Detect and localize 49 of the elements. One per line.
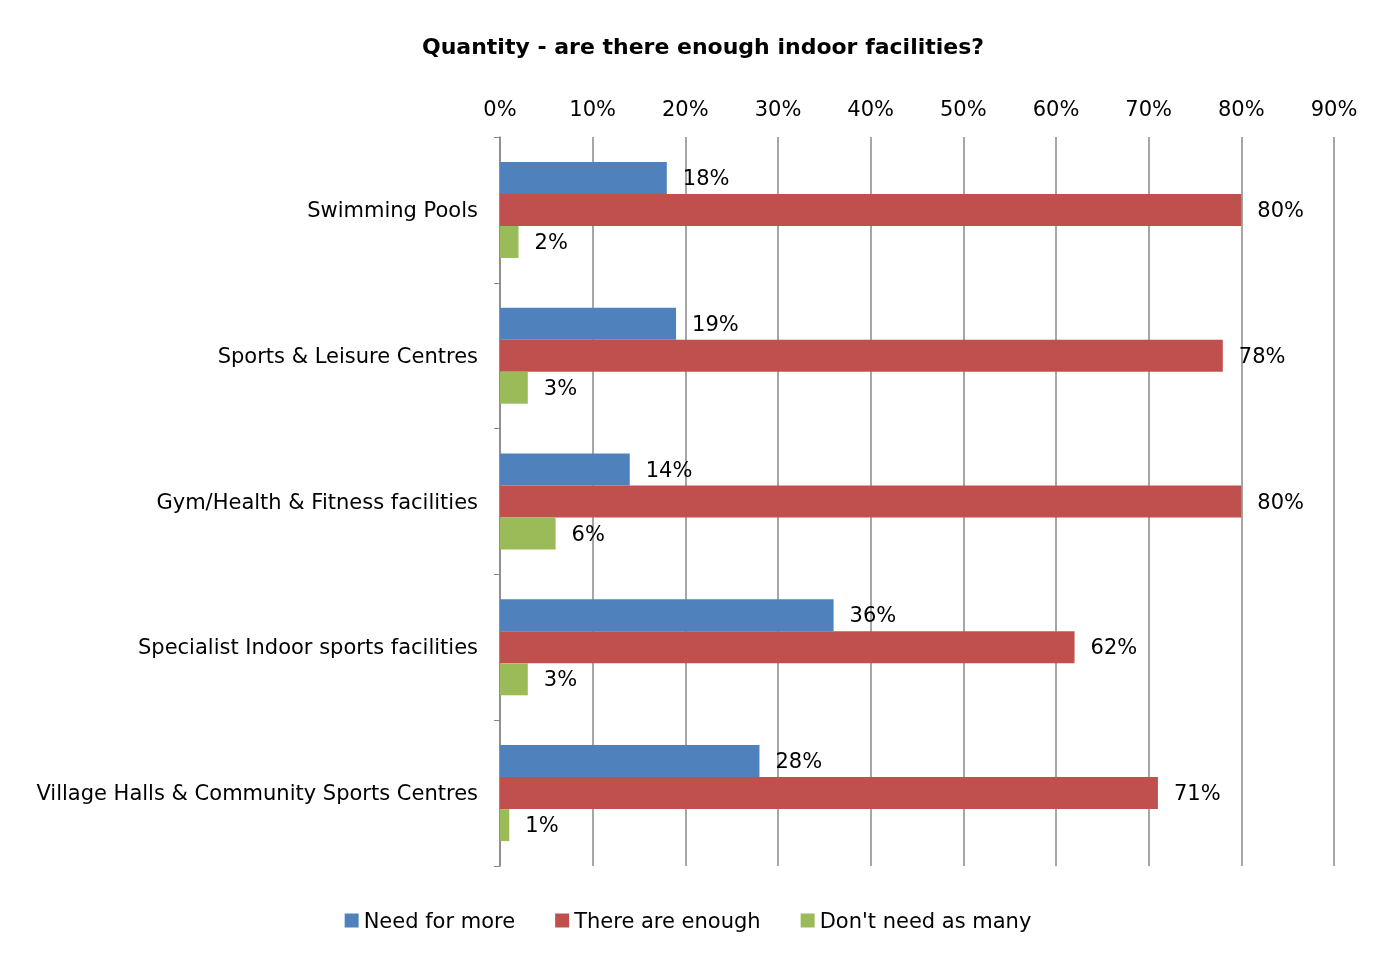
data-label: 1%	[525, 813, 559, 838]
x-tick-label: 10%	[569, 96, 617, 121]
x-tick-label: 0%	[483, 96, 517, 121]
data-label: 80%	[1257, 197, 1305, 222]
y-tick-label: Swimming Pools	[307, 197, 478, 222]
x-tick-label: 40%	[847, 96, 895, 121]
y-tick-label: Village Halls & Community Sports Centres	[36, 781, 478, 806]
data-label: 71%	[1173, 781, 1221, 806]
bar	[500, 339, 1223, 372]
legend-label: There are enough	[573, 908, 761, 933]
y-tick-label: Gym/Health & Fitness facilities	[156, 489, 478, 514]
x-tick-label: 50%	[939, 96, 987, 121]
y-tick-label: Sports & Leisure Centres	[217, 343, 478, 368]
data-label: 80%	[1257, 489, 1305, 514]
bar	[500, 161, 667, 194]
x-tick-label: 70%	[1125, 96, 1173, 121]
bar	[500, 599, 834, 632]
data-label: 19%	[692, 311, 739, 336]
bar	[500, 453, 630, 486]
x-tick-label: 90%	[1310, 96, 1358, 121]
data-label: 62%	[1090, 635, 1138, 660]
x-tick-label: 20%	[661, 96, 709, 121]
data-label: 3%	[543, 375, 578, 400]
x-tick-label: 30%	[754, 96, 802, 121]
chart-title: Quantity - are there enough indoor facilities?	[421, 33, 985, 59]
bar	[500, 809, 510, 842]
data-label: 2%	[534, 229, 568, 254]
x-tick-label: 60%	[1032, 96, 1080, 121]
bar	[500, 307, 677, 340]
bar	[500, 193, 1242, 226]
bar	[500, 371, 528, 404]
data-label: 28%	[775, 749, 823, 774]
data-label: 78%	[1238, 343, 1286, 368]
x-tick-label: 80%	[1217, 96, 1265, 121]
bar	[500, 745, 760, 778]
bar	[500, 517, 556, 550]
data-label: 36%	[849, 603, 897, 628]
y-tick-label: Specialist Indoor sports facilities	[137, 635, 478, 660]
legend-label: Don't need as many	[819, 908, 1032, 933]
data-label: 3%	[543, 667, 578, 692]
data-label: 18%	[682, 165, 730, 190]
bar	[500, 777, 1158, 810]
legend-label: Need for more	[363, 908, 516, 933]
bar	[500, 225, 519, 258]
bar	[500, 485, 1242, 518]
data-label: 14%	[645, 457, 693, 482]
bar	[500, 663, 528, 696]
bar	[500, 631, 1075, 664]
data-label: 6%	[571, 521, 605, 546]
